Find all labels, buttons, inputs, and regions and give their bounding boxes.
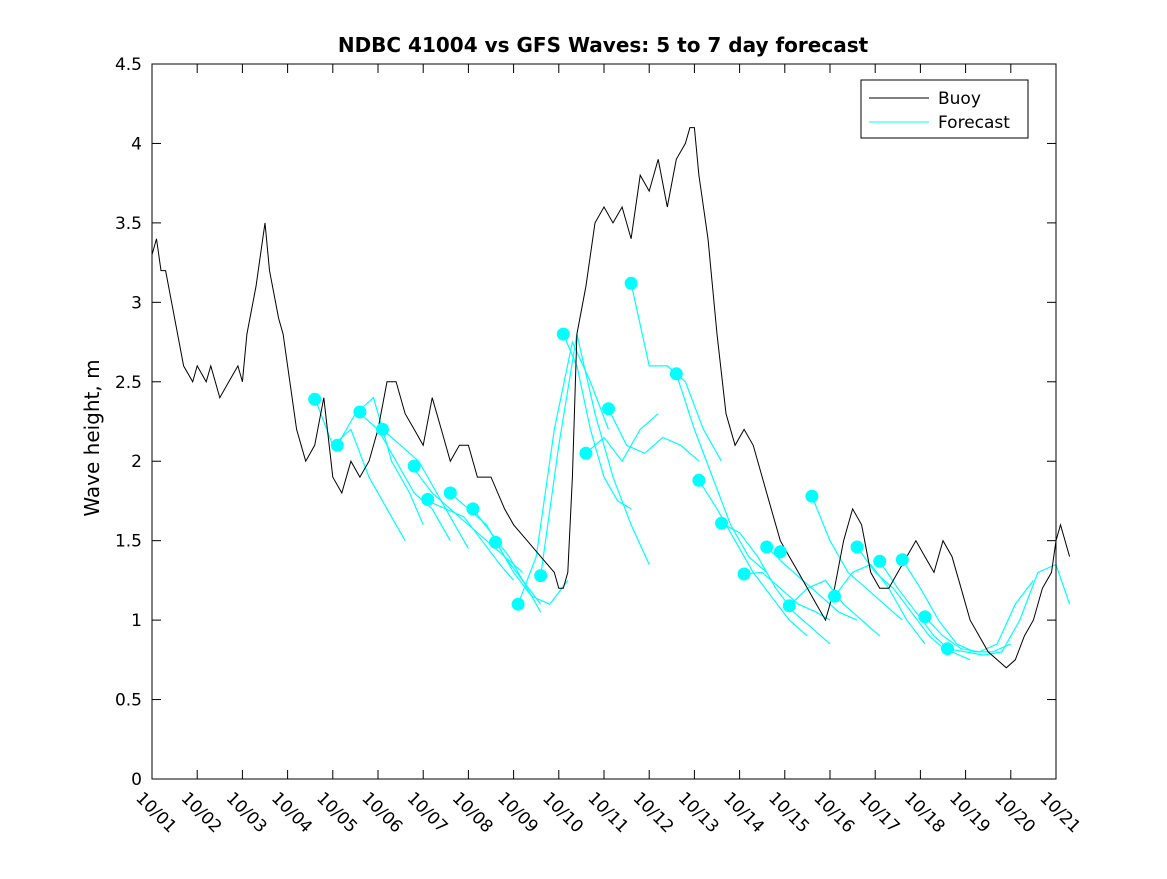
forecast-marker-12 bbox=[579, 446, 593, 460]
y-tick-label-7: 3.5 bbox=[115, 214, 142, 234]
forecast-line-9 bbox=[517, 340, 610, 605]
chart-title: NDBC 41004 vs GFS Waves: 5 to 7 day fore… bbox=[338, 33, 869, 57]
forecast-line-21 bbox=[811, 495, 903, 621]
y-tick-label-5: 2.5 bbox=[115, 373, 142, 393]
forecast-marker-11 bbox=[556, 327, 570, 341]
forecast-marker-27 bbox=[918, 610, 932, 624]
forecast-line-11 bbox=[562, 333, 632, 510]
y-tick-label-4: 2 bbox=[131, 452, 142, 472]
forecast-line-25 bbox=[901, 559, 1012, 653]
forecast-line-5 bbox=[427, 500, 515, 581]
forecast-marker-19 bbox=[760, 540, 774, 554]
forecast-marker-14 bbox=[624, 276, 638, 290]
forecast-marker-13 bbox=[602, 402, 615, 416]
forecast-line-18 bbox=[744, 571, 831, 621]
forecast-marker-15 bbox=[669, 367, 683, 381]
y-tick-label-1: 0.5 bbox=[115, 691, 142, 711]
forecast-line-10 bbox=[540, 333, 650, 576]
forecast-marker-10 bbox=[534, 569, 548, 583]
forecast-marker-23 bbox=[828, 589, 841, 603]
legend: Buoy Forecast bbox=[860, 79, 1029, 139]
forecast-marker-6 bbox=[443, 486, 457, 500]
forecast-line-17 bbox=[721, 522, 831, 645]
forecast-marker-16 bbox=[692, 473, 706, 487]
forecast-marker-18 bbox=[737, 567, 751, 581]
y-tick-label-2: 1 bbox=[131, 611, 142, 631]
forecast-line-2 bbox=[359, 413, 451, 541]
legend-buoy-label: Buoy bbox=[938, 89, 981, 109]
y-tick-label-6: 3 bbox=[131, 293, 142, 313]
forecast-marker-4 bbox=[407, 459, 421, 473]
forecast-line-13 bbox=[607, 408, 700, 462]
forecast-marker-9 bbox=[511, 597, 525, 611]
forecast-line-27 bbox=[947, 563, 1071, 656]
forecast-marker-17 bbox=[715, 516, 728, 530]
y-tick-label-3: 1.5 bbox=[115, 532, 142, 552]
forecast-marker-7 bbox=[466, 502, 480, 516]
y-axis-label: Wave height, m bbox=[80, 359, 104, 516]
buoy-line bbox=[151, 127, 1071, 669]
forecast-marker-3 bbox=[376, 422, 389, 436]
forecast-line-26 bbox=[924, 580, 1034, 653]
forecast-marker-20 bbox=[773, 545, 787, 559]
forecast-line-12 bbox=[585, 413, 659, 463]
forecast-marker-1 bbox=[330, 438, 344, 452]
forecast-markers bbox=[308, 276, 954, 656]
legend-forecast-label: Forecast bbox=[938, 113, 1010, 133]
forecast-marker-5 bbox=[421, 492, 435, 506]
forecast-line-16 bbox=[698, 479, 808, 637]
forecast-marker-8 bbox=[489, 535, 502, 549]
forecast-line-19 bbox=[766, 546, 858, 621]
forecast-line-8 bbox=[494, 540, 569, 605]
y-tick-label-9: 4.5 bbox=[115, 55, 142, 75]
forecast-marker-28 bbox=[941, 642, 954, 656]
forecast-marker-24 bbox=[850, 540, 864, 554]
forecast-marker-0 bbox=[308, 392, 322, 406]
y-tick-label-0: 0 bbox=[131, 770, 142, 790]
y-axis: 0 0.5 1 1.5 2 2.5 3 3.5 4 4.5 bbox=[115, 55, 1056, 790]
forecast-line-23 bbox=[856, 546, 948, 653]
y-tick-label-8: 4 bbox=[131, 134, 142, 154]
legend-box bbox=[860, 79, 1029, 139]
forecast-marker-26 bbox=[895, 553, 909, 567]
forecast-line-3 bbox=[382, 428, 469, 549]
forecast-line-0 bbox=[314, 397, 406, 541]
plot-area bbox=[152, 64, 1056, 779]
forecast-marker-22 bbox=[805, 489, 819, 503]
forecast-marker-21 bbox=[782, 599, 796, 613]
buoy-series bbox=[151, 127, 1071, 669]
forecast-marker-2 bbox=[353, 405, 367, 419]
forecast-marker-25 bbox=[873, 554, 887, 568]
forecast-line-24 bbox=[879, 560, 971, 661]
forecast-line-15 bbox=[675, 373, 768, 573]
